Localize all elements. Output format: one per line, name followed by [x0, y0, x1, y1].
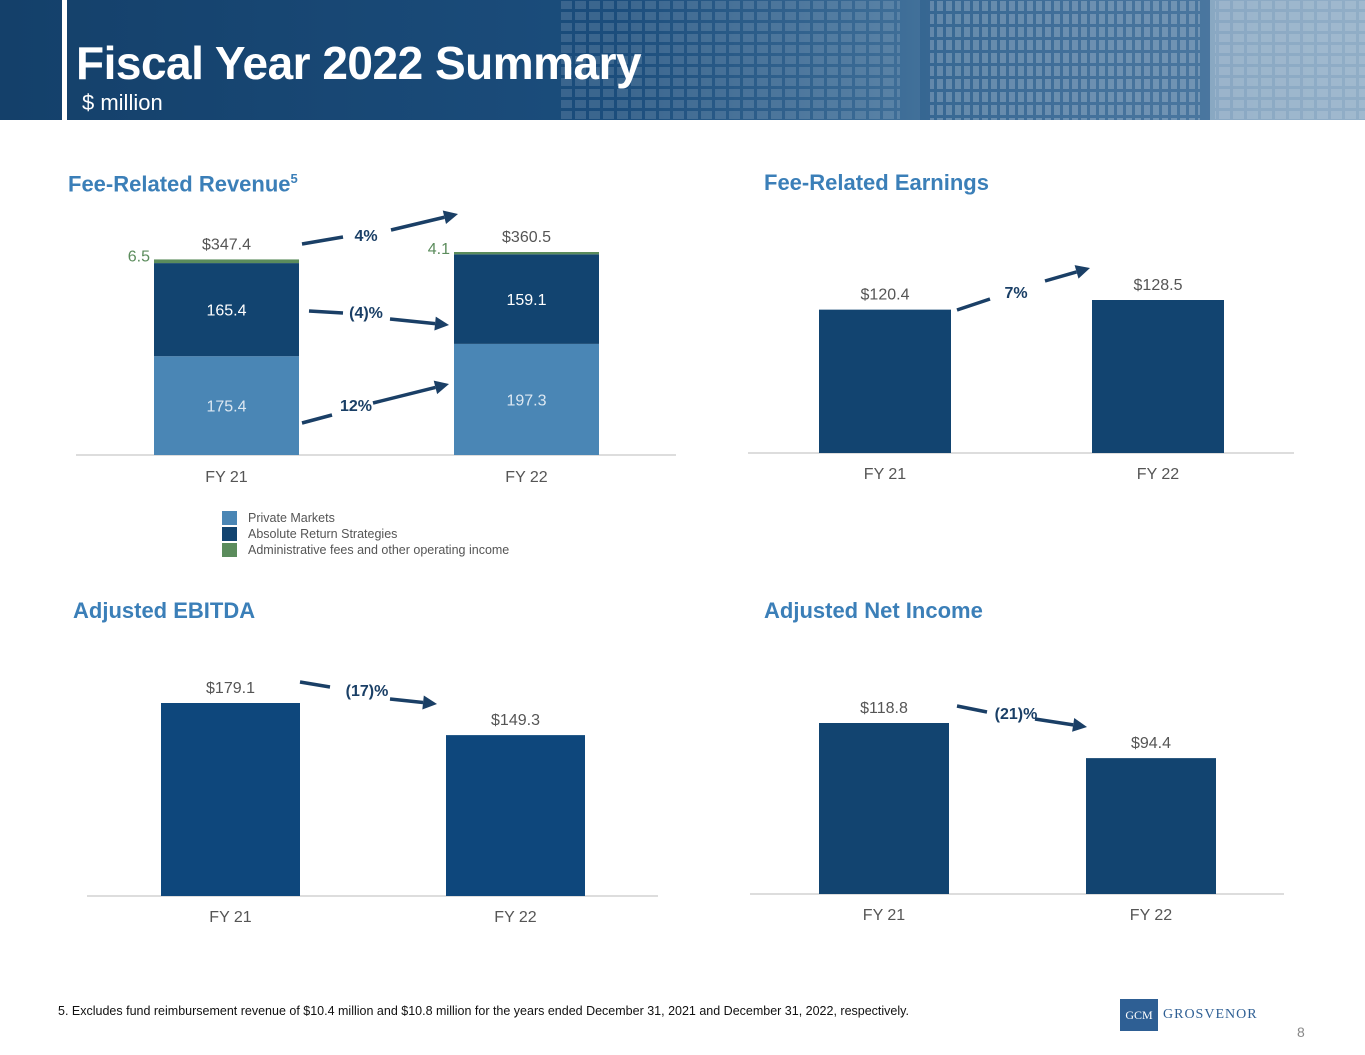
- ani-value-label: $94.4: [1131, 735, 1171, 752]
- revenue-change-dash: [301, 413, 333, 425]
- page-title: Fiscal Year 2022 Summary: [76, 37, 642, 89]
- logo-wordmark: GROSVENOR: [1163, 1007, 1258, 1022]
- fre-bar-0: [819, 309, 951, 453]
- ebitda-category-label: FY 21: [209, 909, 252, 926]
- ebitda-change-dash: [299, 680, 331, 689]
- revenue-change-dash: [308, 309, 344, 315]
- revenue-total-label: $347.4: [202, 236, 251, 253]
- revenue-bar-0-0: [154, 356, 299, 455]
- ani-change-arrow-head: [1072, 717, 1087, 732]
- fre-change-arrow-shaft: [1044, 270, 1078, 283]
- revenue-arrow-ars-head: [434, 316, 449, 331]
- header-accent-bar: [62, 0, 67, 120]
- revenue-category-label: FY 21: [205, 469, 248, 486]
- ebitda-value-label: $179.1: [206, 680, 255, 697]
- revenue-segment-label: 175.4: [206, 399, 246, 416]
- fre-value-label: $128.5: [1134, 277, 1183, 294]
- legend-label: Absolute Return Strategies: [248, 527, 398, 541]
- footnote: 5. Excludes fund reimbursement revenue o…: [58, 1004, 909, 1018]
- ebitda-change-arrow-head: [422, 695, 437, 710]
- ani-value-label: $118.8: [860, 700, 908, 717]
- header-banner: Fiscal Year 2022 Summary $ million: [0, 0, 1365, 120]
- revenue-admin-label: 6.5: [128, 248, 150, 265]
- ani-category-label: FY 21: [863, 907, 906, 924]
- revenue-segment-label: 165.4: [206, 303, 246, 320]
- fre-bar-1: [1092, 300, 1224, 453]
- ebitda-change-arrow-shaft: [389, 697, 424, 705]
- fre-category-label: FY 22: [1137, 466, 1180, 483]
- revenue-bar-1-1: [454, 254, 599, 344]
- page-number: 8: [1297, 1024, 1305, 1040]
- fre-change-label: 7%: [1004, 285, 1027, 302]
- gcm-grosvenor-logo: GCM GROSVENOR: [1120, 999, 1258, 1031]
- revenue-bar-2-0: [154, 259, 299, 264]
- revenue-change-ars: (4)%: [349, 305, 383, 322]
- logo-mark: GCM: [1120, 999, 1158, 1031]
- legend-label: Private Markets: [248, 511, 335, 525]
- revenue-segment-label: 197.3: [506, 392, 546, 409]
- revenue-admin-label: 4.1: [428, 241, 450, 258]
- legend-swatch: [222, 543, 237, 557]
- fee-related-revenue-title: Fee-Related Revenue5: [68, 171, 298, 197]
- building-image: [560, 0, 1365, 120]
- revenue-arrow-pm-shaft: [372, 385, 436, 405]
- fre-value-label: $120.4: [861, 287, 910, 304]
- ebitda-change-label: (17)%: [346, 683, 389, 700]
- revenue-arrow-admin-shaft: [390, 215, 445, 232]
- legend-swatch: [222, 527, 237, 541]
- revenue-bar-0-1: [454, 343, 599, 455]
- revenue-arrow-ars-shaft: [389, 317, 436, 326]
- fee-related-earnings-title: Fee-Related Earnings: [764, 170, 989, 195]
- legend-item-private-markets: Private Markets: [222, 510, 509, 526]
- ani-bar-1: [1086, 758, 1216, 894]
- revenue-segment-label: 159.1: [506, 292, 546, 309]
- revenue-arrow-pm-head: [433, 380, 449, 395]
- legend-item-admin-fees: Administrative fees and other operating …: [222, 542, 509, 558]
- ani-change-dash: [956, 704, 988, 714]
- legend-label: Administrative fees and other operating …: [248, 543, 510, 557]
- adjusted-net-income-title: Adjusted Net Income: [764, 598, 983, 623]
- ani-bar-0: [819, 723, 949, 894]
- revenue-bar-2-1: [454, 252, 599, 255]
- revenue-legend: Private Markets Absolute Return Strategi…: [222, 510, 509, 558]
- ebitda-bar-1: [446, 735, 585, 896]
- revenue-category-label: FY 22: [505, 469, 548, 486]
- revenue-total-label: $360.5: [502, 229, 551, 246]
- adjusted-ebitda-title: Adjusted EBITDA: [73, 598, 256, 623]
- ebitda-category-label: FY 22: [494, 909, 537, 926]
- revenue-change-dash: [301, 235, 344, 246]
- legend-swatch: [222, 511, 237, 525]
- page-subtitle: $ million: [82, 90, 163, 115]
- fre-category-label: FY 21: [864, 466, 907, 483]
- revenue-change-admin: 4%: [354, 228, 377, 245]
- revenue-bar-1-0: [154, 263, 299, 357]
- revenue-change-pm: 12%: [340, 398, 372, 415]
- ani-change-label: (21)%: [995, 706, 1038, 723]
- ani-category-label: FY 22: [1130, 907, 1173, 924]
- ebitda-value-label: $149.3: [491, 712, 540, 729]
- fre-change-dash: [956, 297, 991, 312]
- fre-change-arrow-head: [1074, 265, 1090, 279]
- ani-change-arrow-shaft: [1034, 717, 1074, 727]
- legend-item-absolute-return: Absolute Return Strategies: [222, 526, 509, 542]
- revenue-arrow-admin-head: [442, 210, 458, 225]
- ebitda-bar-0: [161, 703, 300, 896]
